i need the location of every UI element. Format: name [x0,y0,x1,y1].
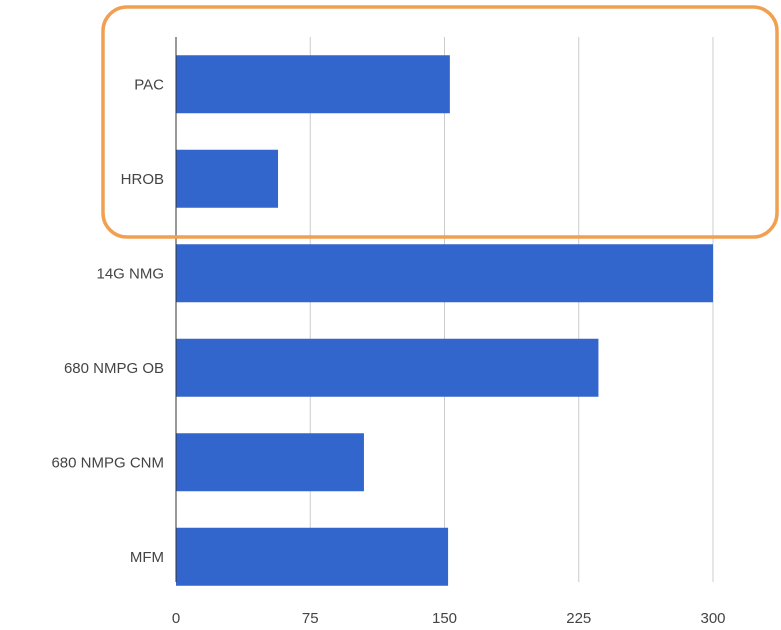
x-tick-labels: 0 75 150 225 300 [172,610,726,627]
gridlines [309,37,714,582]
bar-680-nmpg-cnm [176,433,364,492]
x-tick-label: 75 [302,610,319,627]
x-tick-label: 300 [700,610,725,627]
category-label: HROB [121,171,164,188]
highlight-box [101,5,779,239]
bar-14g-nmg [176,244,713,303]
category-label: 680 NMPG OB [64,360,164,377]
category-label: 680 NMPG CNM [51,454,164,471]
bar-pac [176,55,450,114]
bars [176,55,713,586]
category-label: PAC [134,76,164,93]
category-label: MFM [130,549,164,566]
x-tick-label: 225 [566,610,591,627]
category-labels: PAC HROB 14G NMG 680 NMPG OB 680 NMPG CNM MFM [51,76,164,566]
x-tick-label: 150 [432,610,457,627]
bar-mfm [176,527,449,586]
category-label: 14G NMG [96,265,164,282]
bar-680-nmpg-ob [176,338,599,397]
bar-hrob [176,149,279,208]
x-tick-label: 0 [172,610,180,627]
